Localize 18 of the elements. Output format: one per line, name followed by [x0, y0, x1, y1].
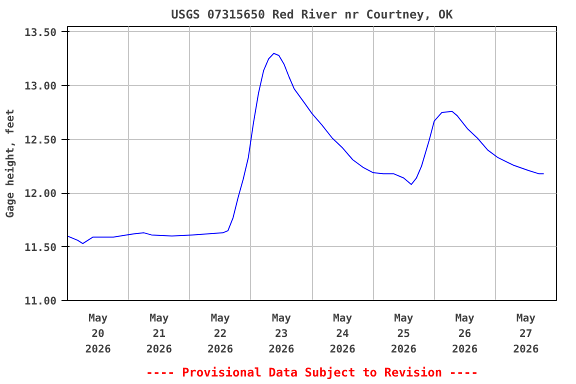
y-tick-label: 11.50: [24, 240, 56, 254]
x-tick-label: May 25 2026: [390, 312, 417, 356]
x-tick-label: May 27 2026: [513, 312, 539, 356]
y-tick-label: 11.00: [24, 294, 56, 308]
x-tick-label: May 21 2026: [146, 312, 172, 356]
y-tick-label: 12.00: [24, 187, 56, 200]
text: ---- Provisional Data Subject to Revision ----: [146, 366, 478, 380]
x-tick-label: May 23 2026: [268, 312, 294, 356]
y-axis-title: Gage height, feet: [3, 108, 16, 218]
x-tick-label: May 22 2026: [207, 312, 234, 356]
y-tick-label: 13.50: [24, 26, 56, 39]
x-tick-label: May 26 2026: [452, 312, 478, 356]
y-tick-label: 13.00: [24, 80, 56, 93]
x-tick-label: May 24 2026: [330, 312, 356, 356]
line-series: [68, 52, 544, 244]
chart-title: USGS 07315650 Red River nr Courtney, OK: [171, 8, 454, 22]
x-tick-label: May 20 2026: [85, 312, 111, 356]
y-tick-label: 12.50: [24, 133, 56, 146]
